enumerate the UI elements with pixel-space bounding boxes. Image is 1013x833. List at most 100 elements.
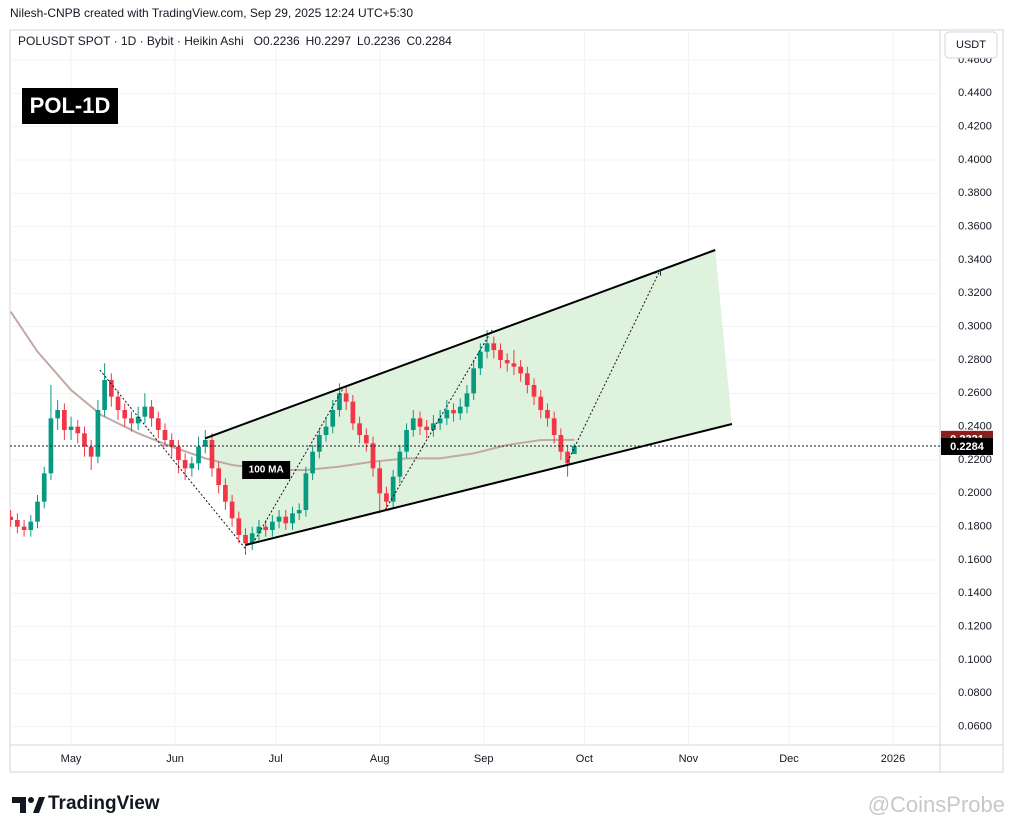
candle-body (518, 366, 523, 374)
candle-body (270, 521, 275, 530)
ohlc-value: 0.2236 (263, 34, 300, 48)
currency[interactable]: USDT (956, 39, 986, 51)
y-tick-label: 0.2800 (958, 354, 992, 366)
candle-body (545, 410, 550, 419)
ma-label: 100 MA (249, 465, 284, 476)
candle-body (209, 440, 215, 469)
candle-body (303, 473, 309, 510)
credit: Nilesh-CNPB created with TradingView.com… (10, 6, 413, 20)
candle-body (108, 380, 114, 397)
y-tick-label: 0.4200 (958, 121, 992, 133)
candle-body (62, 410, 67, 430)
candle-body (357, 423, 362, 435)
y-tick-label: 0.4000 (958, 154, 992, 166)
candle-body (155, 418, 161, 430)
y-tick-label: 0.3200 (958, 287, 992, 299)
candle-body (283, 516, 289, 524)
candle-body (196, 446, 201, 464)
x-tick-label: Aug (370, 753, 390, 765)
candle-body (511, 363, 517, 367)
candle-body (290, 513, 295, 524)
candle-body (243, 535, 248, 544)
candle-body (223, 485, 228, 502)
y-tick-label: 0.0800 (958, 687, 992, 699)
badge-bg (22, 88, 118, 124)
candle-body (149, 406, 154, 419)
candle-body (424, 426, 430, 430)
candle-body (189, 463, 195, 469)
candle-body (464, 393, 470, 407)
projection (254, 384, 346, 541)
candle-body (478, 351, 483, 369)
candle-body (182, 460, 188, 469)
candle-body (343, 393, 349, 402)
candle-body (410, 418, 416, 430)
candle-body (316, 435, 322, 452)
candle-body (484, 343, 490, 352)
y-tick-label: 0.0600 (958, 721, 992, 733)
candle-body (498, 350, 503, 360)
x-tick-label: Nov (679, 753, 699, 765)
ohlc-key: O (254, 34, 263, 48)
candle-body (444, 410, 450, 419)
candle-body (538, 396, 544, 410)
symbol: POLUSDT SPOT · 1D · Bybit · Heikin Ashi (18, 34, 244, 48)
candle-body (431, 423, 436, 430)
brand-logo (12, 797, 45, 813)
candle-body (41, 473, 47, 502)
projection (567, 270, 661, 462)
ohlc-value: 0.2297 (314, 34, 351, 48)
candle-body (176, 446, 181, 460)
y-tick-label: 0.2000 (958, 487, 992, 499)
candle-body (323, 426, 329, 435)
x-tick-label: May (61, 753, 82, 765)
candle-body (82, 433, 87, 447)
candle-body (390, 476, 396, 502)
channel-upper (204, 249, 716, 440)
candle-body (162, 430, 168, 440)
x-tick-label: Oct (576, 753, 593, 765)
currency-button[interactable] (944, 31, 998, 59)
badge: POL-1D (30, 93, 111, 118)
y-tick-label: 0.3400 (958, 254, 992, 266)
candle-body (417, 418, 423, 427)
candle-body (370, 443, 376, 469)
x-tick-label: Jun (166, 753, 184, 765)
channel-lower (245, 423, 733, 546)
candle-body (504, 360, 510, 364)
candle-body (55, 410, 60, 419)
y-tick-label: 0.2400 (958, 421, 992, 433)
candle-body (397, 451, 403, 477)
candle-body (256, 526, 262, 534)
candle-body (457, 406, 463, 414)
candle-body (451, 410, 456, 414)
candle-body (169, 440, 175, 447)
candle-body (437, 418, 443, 424)
candle-body (202, 440, 208, 447)
candle-body (249, 533, 255, 544)
last-price-bg (941, 438, 993, 455)
y-tick-label: 0.2200 (958, 454, 992, 466)
frame (9, 29, 1004, 773)
y-tick-label: 0.1200 (958, 621, 992, 633)
x-tick-label: Dec (779, 753, 799, 765)
candle-body (95, 410, 101, 457)
candle-body (35, 501, 40, 522)
last-price: 0.2284 (950, 441, 985, 453)
y-tick-label: 0.1400 (958, 587, 992, 599)
candle-body (384, 493, 389, 502)
y-tick-label: 0.3000 (958, 321, 992, 333)
x-tick-label: Sep (474, 753, 494, 765)
candle-body (129, 418, 134, 424)
candle-body (471, 368, 477, 394)
ohlc-key: H (306, 34, 315, 48)
candle-body (310, 451, 315, 474)
brand: TradingView (48, 793, 160, 814)
candle-body (135, 416, 141, 424)
y-tick-label: 0.1600 (958, 554, 992, 566)
candle-body (491, 343, 497, 350)
candle-body (21, 526, 27, 530)
candle-body (236, 518, 242, 535)
ohlc-value: 0.2236 (364, 34, 401, 48)
